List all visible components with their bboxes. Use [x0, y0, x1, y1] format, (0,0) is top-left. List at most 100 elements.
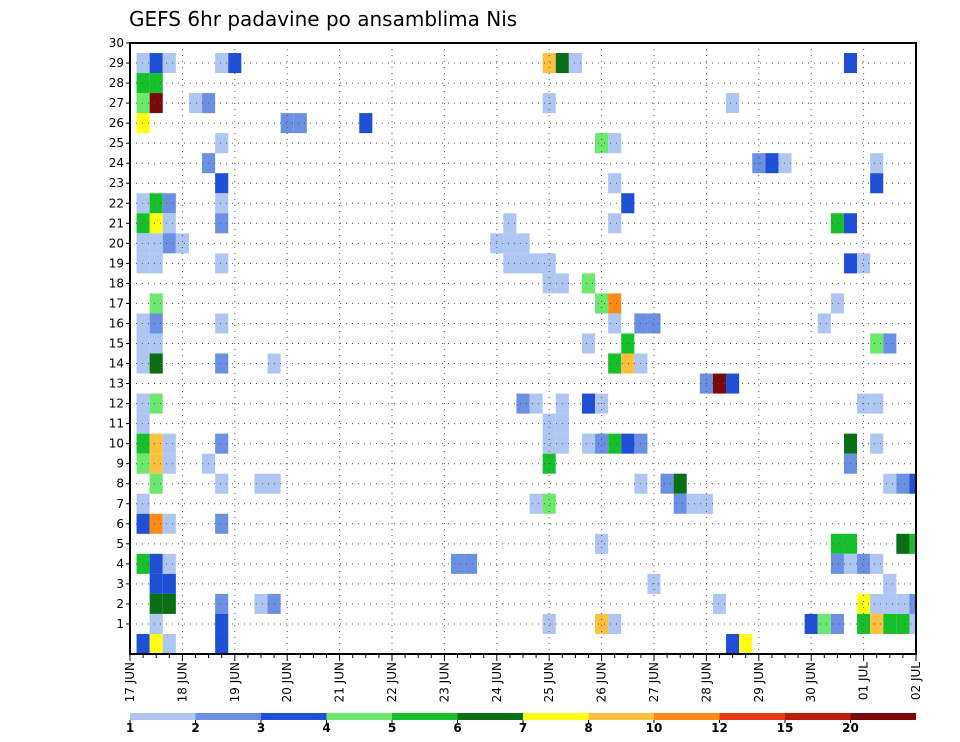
heatmap-cell: [149, 193, 163, 214]
heatmap-cell: [870, 393, 884, 414]
x-tick-label: 02 JUL: [909, 662, 923, 700]
heatmap-cell: [149, 393, 163, 414]
heatmap-cell: [503, 233, 517, 254]
grid-lines: [130, 42, 916, 654]
y-tick-label: 6: [116, 517, 124, 531]
heatmap-cell: [830, 213, 844, 234]
heatmap-cell: [595, 433, 609, 454]
heatmap-cell: [516, 393, 530, 414]
colorbar-segment: [719, 713, 785, 720]
heatmap-cell: [215, 53, 229, 74]
y-tick-label: 22: [109, 196, 124, 210]
y-tick-label: 30: [109, 36, 124, 50]
y-tick-label: 9: [116, 457, 124, 471]
colorbar-label: 10: [646, 721, 663, 735]
heatmap-cells: [136, 53, 916, 654]
heatmap-cell: [215, 253, 229, 274]
plot-frame: [129, 42, 917, 655]
heatmap-cell: [136, 333, 150, 354]
heatmap-cell: [909, 593, 916, 614]
y-tick-label: 7: [116, 497, 124, 511]
y-tick-label: 25: [109, 136, 124, 150]
colorbar-label: 6: [453, 721, 461, 735]
heatmap-cell: [136, 453, 150, 474]
heatmap-cell: [359, 113, 373, 134]
heatmap-cell: [621, 193, 635, 214]
heatmap-cell: [529, 493, 543, 514]
x-tick-label: 28 JUN: [699, 662, 713, 702]
heatmap-cell: [529, 393, 543, 414]
y-axis: 1234567891011121314151617181920212223242…: [109, 36, 130, 631]
x-tick-label: 01 JUL: [857, 662, 871, 700]
heatmap-cell: [909, 533, 916, 554]
heatmap-cell: [896, 613, 910, 634]
heatmap-cell: [608, 353, 622, 374]
x-tick-label: 20 JUN: [280, 662, 294, 702]
heatmap-cell: [149, 593, 163, 614]
heatmap-cell: [726, 633, 740, 654]
heatmap-cell: [136, 113, 150, 134]
heatmap-cell: [830, 533, 844, 554]
heatmap-cell: [581, 333, 596, 354]
heatmap-cell: [136, 513, 150, 534]
x-tick-label: 24 JUN: [490, 662, 504, 702]
chart-title: GEFS 6hr padavine po ansamblima Nis: [129, 7, 517, 31]
heatmap-cell: [280, 113, 294, 134]
y-tick-label: 19: [109, 256, 124, 270]
heatmap-cell: [857, 613, 871, 634]
heatmap-cell: [542, 53, 556, 74]
heatmap-cell: [149, 73, 163, 94]
heatmap-cell: [149, 333, 163, 354]
heatmap-cell: [162, 53, 176, 74]
heatmap-cell: [136, 253, 150, 274]
colorbar-label: 7: [519, 721, 527, 735]
heatmap-cell: [830, 553, 844, 574]
heatmap-cell: [149, 313, 163, 334]
x-tick-label: 25 JUN: [542, 662, 556, 702]
heatmap-cell: [621, 433, 635, 454]
colorbar-label: 15: [777, 721, 794, 735]
heatmap-cell: [136, 193, 150, 214]
heatmap-cell: [870, 553, 884, 574]
heatmap-cell: [608, 313, 622, 334]
colorbar-label: 2: [191, 721, 199, 735]
heatmap-cell: [870, 333, 884, 354]
heatmap-cell: [162, 633, 176, 654]
colorbar-label: 20: [842, 721, 859, 735]
colorbar-segment: [457, 713, 523, 720]
x-tick-label: 18 JUN: [175, 662, 189, 702]
x-tick-label: 26 JUN: [595, 662, 609, 702]
heatmap-cell: [542, 613, 556, 634]
heatmap-cell: [162, 193, 176, 214]
y-tick-label: 18: [109, 276, 124, 290]
colorbar-segment: [523, 713, 589, 720]
heatmap-cell: [293, 113, 307, 134]
y-tick-label: 23: [109, 176, 124, 190]
heatmap-cell: [215, 133, 229, 154]
heatmap-cell: [739, 633, 753, 654]
heatmap-cell: [464, 553, 478, 574]
x-tick-label: 17 JUN: [123, 662, 137, 702]
y-tick-label: 4: [116, 557, 124, 571]
x-axis: 17 JUN 18 JUN 19 JUN 20 JUN 21 JUN 22 JUN 23 J…: [123, 654, 923, 702]
colorbar-segment: [785, 713, 851, 720]
colorbar-label: 4: [322, 721, 330, 735]
heatmap-cell: [215, 593, 229, 614]
heatmap-cell: [136, 433, 150, 454]
heatmap-cell: [896, 593, 910, 614]
heatmap-cell: [162, 433, 176, 454]
heatmap-cell: [608, 173, 622, 194]
heatmap-cell: [188, 93, 203, 114]
heatmap-cell: [529, 253, 543, 274]
heatmap-cell: [830, 613, 844, 634]
heatmap-cell: [581, 433, 596, 454]
heatmap-cell: [215, 193, 229, 214]
heatmap-cell: [215, 353, 229, 374]
heatmap-cell: [162, 593, 176, 614]
heatmap-cell: [215, 433, 229, 454]
heatmap-cell: [136, 73, 150, 94]
y-tick-label: 11: [109, 417, 124, 431]
heatmap-cell: [896, 473, 910, 494]
y-tick-label: 24: [109, 156, 124, 170]
heatmap-cell: [870, 433, 884, 454]
